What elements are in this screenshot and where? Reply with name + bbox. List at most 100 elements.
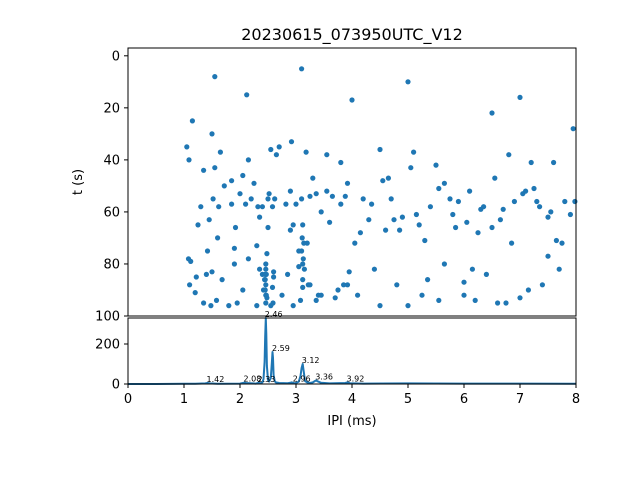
- raster-point: [265, 196, 271, 202]
- raster-point: [548, 209, 554, 215]
- ipi-histogram: 2.46 2.59 3.12 1.42 2.082.33 2.96 3.36 3.92 0 1 2…: [95, 310, 580, 429]
- raster-point: [263, 292, 269, 298]
- histogram-peak-label: 3.36: [315, 372, 333, 381]
- raster-point: [310, 175, 316, 181]
- raster-point: [497, 217, 503, 223]
- raster-point: [572, 198, 578, 205]
- raster-point: [208, 303, 214, 309]
- raster-point: [257, 266, 263, 272]
- raster-point: [186, 157, 192, 163]
- histogram-peak-label: 2.08: [244, 375, 262, 384]
- raster-point: [366, 217, 372, 223]
- raster-ytick-label: 80: [103, 257, 120, 272]
- histogram-xtick-label: 4: [348, 392, 356, 407]
- raster-point: [262, 277, 268, 283]
- raster-point: [245, 157, 251, 163]
- raster-point: [342, 193, 348, 199]
- raster-point: [441, 180, 447, 186]
- histogram-line: [128, 317, 577, 385]
- raster-ytick-label: 60: [103, 205, 120, 220]
- raster-point: [528, 159, 534, 166]
- raster-point: [283, 201, 289, 207]
- raster-point: [346, 269, 352, 275]
- raster-point: [556, 266, 562, 272]
- raster-point: [251, 180, 257, 186]
- raster-point: [405, 79, 411, 85]
- raster-point: [240, 172, 246, 179]
- histogram-xtick-label: 8: [572, 392, 580, 407]
- raster-point: [461, 279, 467, 285]
- raster-point: [327, 219, 333, 225]
- raster-point: [210, 196, 216, 202]
- histogram-frame: [127, 317, 577, 385]
- raster-point: [416, 222, 422, 228]
- raster-point: [369, 201, 375, 207]
- raster-point: [245, 256, 251, 262]
- raster-point: [318, 292, 324, 298]
- raster-point: [290, 303, 296, 309]
- raster-point: [189, 118, 195, 124]
- raster-point: [229, 201, 235, 207]
- raster-point: [503, 300, 509, 306]
- raster-point: [272, 196, 278, 202]
- raster-point: [520, 191, 526, 197]
- raster-point: [201, 300, 207, 306]
- histogram-xlabel: IPI (ms): [327, 414, 376, 429]
- raster-point: [262, 287, 268, 293]
- histogram-xtick-label: 7: [516, 392, 524, 407]
- raster-point: [232, 224, 239, 231]
- raster-point: [344, 282, 351, 288]
- raster-point: [391, 217, 397, 223]
- raster-point: [483, 271, 489, 277]
- raster-point: [489, 110, 495, 116]
- raster-point: [215, 235, 221, 241]
- raster-ylabel: t (s): [71, 169, 86, 195]
- raster-point: [492, 175, 498, 181]
- raster-point: [467, 188, 473, 194]
- raster-point: [377, 146, 383, 153]
- histogram-xtick-label: 5: [404, 392, 412, 407]
- raster-point: [300, 261, 306, 267]
- raster-point: [279, 292, 285, 298]
- raster-point: [450, 211, 456, 218]
- histogram-xtick-label: 0: [124, 392, 132, 407]
- raster-point: [229, 178, 235, 184]
- histogram-xtick-label: 2: [236, 392, 244, 407]
- raster-point: [299, 235, 305, 241]
- raster-point: [255, 204, 261, 210]
- raster-point: [525, 287, 532, 293]
- raster-point: [338, 201, 344, 207]
- raster-point: [357, 230, 363, 236]
- raster-point: [244, 92, 250, 98]
- raster-point: [500, 206, 506, 212]
- histogram-xtick-label: 6: [460, 392, 468, 407]
- raster-point: [307, 282, 313, 288]
- raster-point: [193, 274, 199, 280]
- raster-point: [216, 204, 222, 210]
- raster-point: [511, 198, 517, 205]
- raster-point: [285, 271, 291, 277]
- raster-point: [447, 196, 453, 202]
- raster-point: [264, 251, 270, 257]
- raster-point: [344, 180, 351, 186]
- raster-point: [545, 214, 551, 220]
- raster-point: [254, 303, 260, 309]
- raster-point: [299, 248, 305, 254]
- raster-point: [259, 204, 265, 210]
- raster-point: [385, 175, 391, 181]
- histogram-peak-labels: 2.46 2.59 3.12 1.42 2.082.33 2.96 3.36 3.92: [207, 310, 365, 384]
- histogram-peak-label: 2.46: [265, 310, 283, 319]
- raster-point: [489, 224, 495, 231]
- histogram-xtick-label: 1: [180, 392, 188, 407]
- raster-point: [287, 188, 293, 194]
- raster-point: [288, 139, 295, 145]
- raster-point: [201, 167, 207, 173]
- raster-point: [341, 282, 347, 288]
- raster-point: [270, 300, 276, 306]
- raster-point: [263, 282, 269, 288]
- raster-point: [307, 193, 313, 199]
- raster-point: [318, 209, 324, 215]
- histogram-xticks: 0 1 2 3 4 5 6 7 8: [124, 384, 580, 407]
- raster-point: [441, 261, 447, 267]
